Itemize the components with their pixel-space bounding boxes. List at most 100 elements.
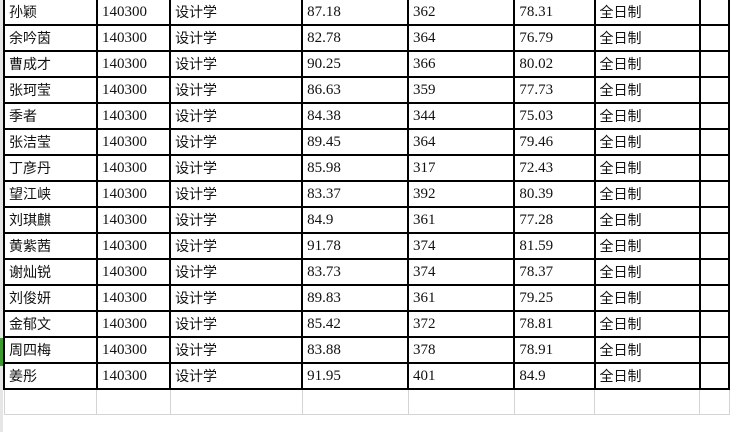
cell[interactable]: 全日制 — [593, 336, 701, 364]
cell[interactable]: 80.39 — [513, 180, 596, 208]
cell[interactable] — [698, 50, 730, 78]
cell[interactable] — [96, 388, 171, 415]
cell[interactable]: 140300 — [95, 258, 172, 286]
cell[interactable]: 362 — [407, 0, 516, 26]
cell[interactable]: 140300 — [95, 24, 172, 52]
cell[interactable]: 90.25 — [301, 50, 410, 78]
cell[interactable] — [698, 232, 730, 260]
cell[interactable]: 78.37 — [513, 258, 596, 286]
cell[interactable]: 140300 — [95, 128, 172, 156]
cell[interactable]: 140300 — [95, 76, 172, 104]
cell[interactable]: 全日制 — [593, 128, 701, 156]
cell[interactable] — [698, 154, 730, 182]
cell[interactable]: 全日制 — [593, 154, 701, 182]
cell[interactable] — [594, 388, 701, 415]
cell[interactable]: 姜彤 — [3, 362, 98, 390]
cell[interactable]: 刘琪麒 — [3, 206, 98, 234]
cell[interactable]: 87.18 — [301, 0, 410, 26]
cell[interactable]: 金郁文 — [3, 310, 98, 338]
cell[interactable]: 140300 — [95, 362, 172, 390]
cell[interactable]: 全日制 — [593, 310, 701, 338]
cell[interactable]: 设计学 — [169, 24, 304, 52]
cell[interactable]: 91.95 — [301, 362, 410, 390]
cell[interactable]: 364 — [407, 24, 516, 52]
cell[interactable]: 78.31 — [513, 0, 596, 26]
cell[interactable] — [698, 76, 730, 104]
cell[interactable] — [301, 388, 409, 415]
cell[interactable]: 设计学 — [169, 0, 304, 26]
cell[interactable] — [698, 258, 730, 286]
cell[interactable]: 81.59 — [513, 232, 596, 260]
cell[interactable]: 359 — [407, 76, 516, 104]
cell[interactable]: 谢灿锐 — [3, 258, 98, 286]
cell[interactable] — [3, 388, 98, 415]
cell[interactable]: 设计学 — [169, 362, 304, 390]
cell[interactable]: 378 — [407, 336, 516, 364]
cell[interactable] — [698, 362, 730, 390]
cell[interactable]: 89.45 — [301, 128, 410, 156]
cell[interactable] — [698, 284, 730, 312]
cell[interactable] — [698, 102, 730, 130]
cell[interactable]: 78.91 — [513, 336, 596, 364]
cell[interactable]: 全日制 — [593, 50, 701, 78]
cell[interactable]: 孙颖 — [3, 0, 98, 26]
cell[interactable]: 全日制 — [593, 0, 701, 26]
cell[interactable]: 72.43 — [513, 154, 596, 182]
cell[interactable]: 83.88 — [301, 336, 410, 364]
cell[interactable]: 全日制 — [593, 232, 701, 260]
cell[interactable]: 黄紫茜 — [3, 232, 98, 260]
cell[interactable] — [698, 180, 730, 208]
cell[interactable]: 77.73 — [513, 76, 596, 104]
cell[interactable]: 140300 — [95, 102, 172, 130]
cell[interactable]: 372 — [407, 310, 516, 338]
cell[interactable]: 曹成才 — [3, 50, 98, 78]
cell[interactable]: 83.37 — [301, 180, 410, 208]
cell[interactable]: 设计学 — [169, 258, 304, 286]
cell[interactable]: 张珂莹 — [3, 76, 98, 104]
cell[interactable]: 392 — [407, 180, 516, 208]
cell[interactable]: 刘俊妍 — [3, 284, 98, 312]
cell[interactable] — [169, 388, 303, 415]
cell[interactable]: 361 — [407, 284, 516, 312]
cell[interactable]: 85.98 — [301, 154, 410, 182]
cell[interactable]: 周四梅 — [3, 336, 98, 364]
cell[interactable]: 设计学 — [169, 76, 304, 104]
cell[interactable] — [699, 388, 730, 415]
cell[interactable] — [698, 336, 730, 364]
cell[interactable]: 全日制 — [593, 76, 701, 104]
cell[interactable]: 全日制 — [593, 284, 701, 312]
cell[interactable]: 余吟茵 — [3, 24, 98, 52]
cell[interactable]: 344 — [407, 102, 516, 130]
cell[interactable]: 设计学 — [169, 128, 304, 156]
cell[interactable]: 83.73 — [301, 258, 410, 286]
cell[interactable]: 86.63 — [301, 76, 410, 104]
cell[interactable]: 设计学 — [169, 50, 304, 78]
cell[interactable]: 80.02 — [513, 50, 596, 78]
cell[interactable]: 设计学 — [169, 310, 304, 338]
cell[interactable] — [698, 24, 730, 52]
cell[interactable]: 全日制 — [593, 180, 701, 208]
cell[interactable]: 79.25 — [513, 284, 596, 312]
cell[interactable]: 89.83 — [301, 284, 410, 312]
cell[interactable]: 78.81 — [513, 310, 596, 338]
cell[interactable]: 84.9 — [513, 362, 596, 390]
cell[interactable] — [698, 128, 730, 156]
cell[interactable]: 全日制 — [593, 206, 701, 234]
cell[interactable]: 季者 — [3, 102, 98, 130]
cell[interactable]: 140300 — [95, 310, 172, 338]
cell[interactable]: 79.46 — [513, 128, 596, 156]
cell[interactable]: 85.42 — [301, 310, 410, 338]
cell[interactable]: 77.28 — [513, 206, 596, 234]
cell[interactable]: 374 — [407, 258, 516, 286]
cell[interactable]: 全日制 — [593, 102, 701, 130]
cell[interactable]: 361 — [407, 206, 516, 234]
cell[interactable]: 140300 — [95, 154, 172, 182]
cell[interactable]: 76.79 — [513, 24, 596, 52]
cell[interactable]: 望江峡 — [3, 180, 98, 208]
cell[interactable]: 140300 — [95, 206, 172, 234]
cell[interactable]: 设计学 — [169, 284, 304, 312]
cell[interactable]: 设计学 — [169, 232, 304, 260]
cell[interactable] — [698, 0, 730, 26]
cell[interactable]: 140300 — [95, 232, 172, 260]
cell[interactable] — [513, 388, 596, 415]
